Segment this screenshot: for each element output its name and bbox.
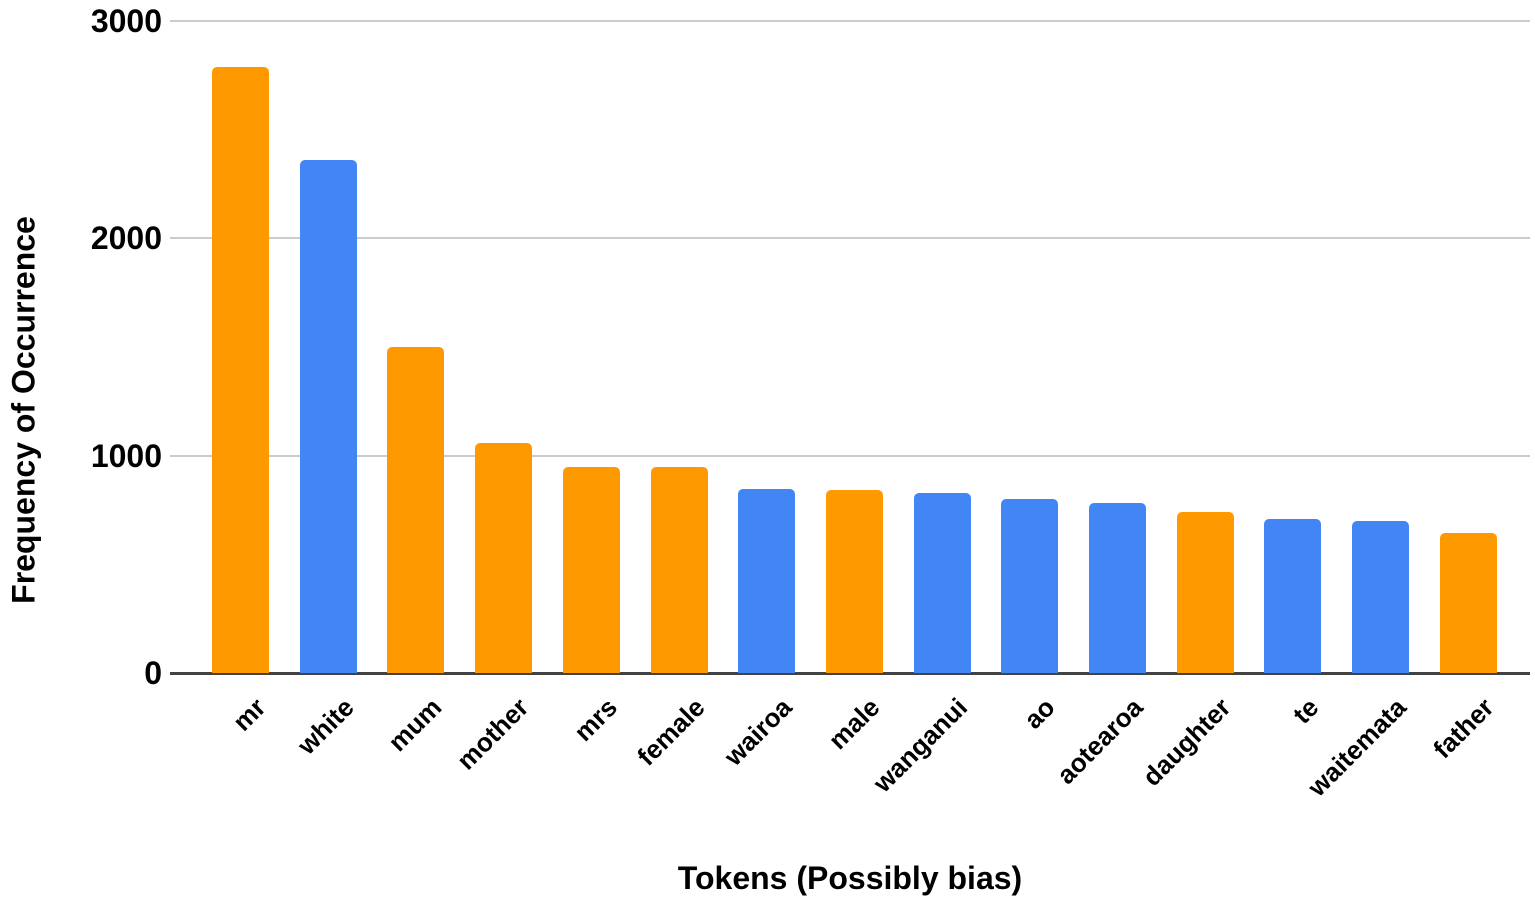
x-tick-label-mother: mother [451, 692, 535, 776]
bar-wairoa [738, 489, 796, 673]
x-tick-label-female: female [630, 692, 711, 772]
x-tick-label-wanganui: wanganui [867, 692, 974, 798]
x-axis-line [170, 672, 1530, 675]
y-tick-label-1000: 1000 [90, 437, 162, 474]
gridline-2000 [170, 237, 1530, 240]
bar-mother [475, 442, 533, 673]
bar-wanganui [913, 492, 971, 673]
bar-white [299, 160, 357, 673]
bar-mr [212, 66, 269, 673]
bar-male [825, 490, 883, 673]
x-tick-label-mr: mr [226, 692, 272, 737]
x-tick-label-white: white [291, 692, 360, 761]
gridline-3000 [170, 20, 1530, 22]
bar-aotearoa [1089, 503, 1146, 673]
bar-waitemata [1352, 520, 1410, 673]
y-tick-label-3000: 3000 [90, 3, 162, 39]
bar-mum [387, 347, 445, 673]
gridline-1000 [170, 454, 1530, 457]
bar-daughter [1176, 512, 1234, 673]
x-tick-label-father: father [1427, 692, 1500, 765]
x-tick-label-male: male [822, 692, 886, 756]
bar-mrs [562, 466, 620, 673]
y-tick-label-0: 0 [144, 655, 162, 691]
x-tick-label-aotearoa: aotearoa [1050, 692, 1149, 790]
x-tick-label-wairoa: wairoa [718, 692, 798, 772]
bar-female [650, 466, 708, 673]
x-tick-label-mum: mum [381, 692, 448, 758]
x-tick-label-daughter: daughter [1136, 692, 1237, 792]
y-tick-label-2000: 2000 [90, 220, 162, 257]
x-tick-label-mrs: mrs [567, 692, 623, 747]
x-tick-label-ao: ao [1018, 692, 1062, 735]
bar-te [1264, 518, 1322, 673]
x-tick-label-te: te [1286, 692, 1325, 730]
bar-father [1439, 532, 1497, 673]
x-axis-title: Tokens (Possibly bias) [677, 860, 1023, 896]
bar-ao [1001, 499, 1059, 673]
